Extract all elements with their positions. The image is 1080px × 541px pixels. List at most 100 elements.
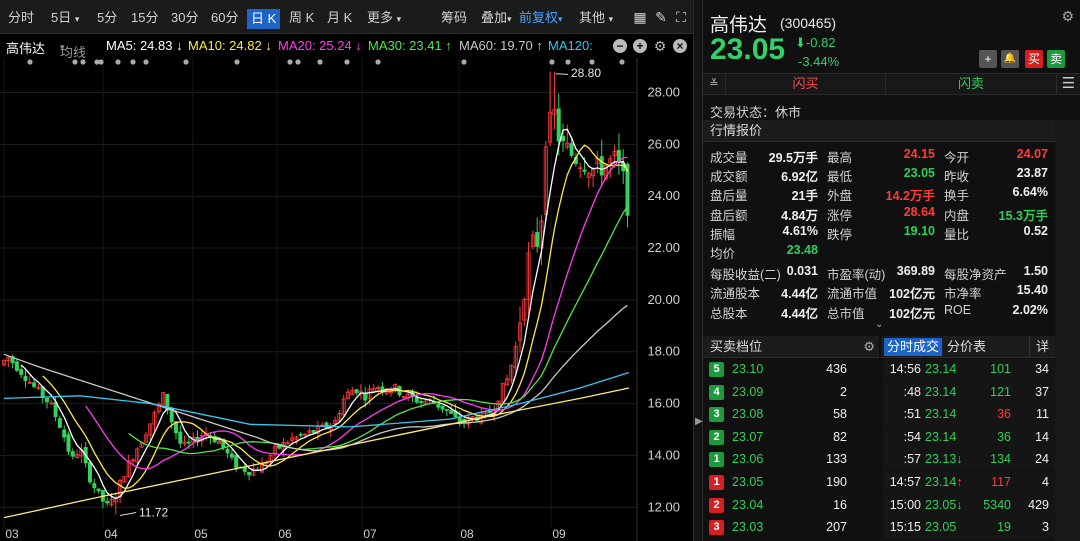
trade-price: 23.14 bbox=[925, 429, 957, 444]
candle-body bbox=[337, 413, 342, 422]
scrollbar[interactable] bbox=[1055, 120, 1080, 541]
stat-label: 换手 bbox=[944, 189, 970, 204]
trade-time: 14:56 bbox=[889, 362, 921, 376]
orderbook-row[interactable]: 1 23.05 190 bbox=[703, 472, 879, 494]
price-change: ⬇-0.82 bbox=[795, 35, 836, 50]
gear-icon[interactable]: ⚙ bbox=[653, 38, 667, 54]
stat-label: 市净率 bbox=[944, 287, 982, 302]
tab-timesales[interactable]: 分时成交 bbox=[884, 338, 943, 356]
fullscreen-icon[interactable]: ⛶ bbox=[676, 9, 686, 25]
high-price-label: 28.80 bbox=[571, 66, 601, 80]
flash-trade-bar: ≚ 闪买 闪卖 ☰ bbox=[703, 73, 1080, 95]
tab-price-table[interactable]: 分价表 bbox=[947, 339, 987, 354]
chevron-right-icon[interactable]: ▶ bbox=[695, 416, 703, 427]
stat-value: 6.92亿 bbox=[781, 170, 818, 185]
trade-row: 14:57 23.14↑ 117 4 bbox=[883, 472, 1055, 494]
gear-icon[interactable]: ⚙ bbox=[863, 339, 875, 354]
stat-label: 均价 bbox=[710, 247, 736, 261]
chevron-down-icon[interactable]: ⌄ bbox=[875, 319, 884, 330]
stat-label: 每股净资产 bbox=[944, 268, 1007, 283]
pen-icon[interactable]: ✎ bbox=[655, 9, 667, 25]
orderbook-row[interactable]: 2 23.07 82 bbox=[703, 427, 879, 449]
stat-value: 0.52 bbox=[1023, 223, 1048, 238]
y-tick-label: 26.00 bbox=[647, 136, 680, 151]
period-tab-15min[interactable]: 15分 bbox=[131, 10, 159, 25]
event-marker bbox=[183, 59, 189, 65]
x-tick-label: 07 bbox=[363, 527, 377, 541]
stat-label: 流通股本 bbox=[710, 287, 761, 302]
period-tab-5day[interactable]: 5日 ▾ bbox=[51, 10, 80, 25]
candle-body bbox=[302, 433, 307, 436]
panel-divider[interactable]: ▶ bbox=[693, 0, 703, 541]
order-price: 23.05 bbox=[732, 475, 764, 489]
trade-row: 15:00 23.05↓ 5340 429 bbox=[883, 494, 1055, 517]
candle-body bbox=[143, 434, 148, 443]
detail-button[interactable]: 详 bbox=[1029, 336, 1055, 358]
sell-button[interactable]: 卖 bbox=[1047, 50, 1065, 68]
order-price: 23.07 bbox=[732, 429, 764, 444]
candle-body bbox=[599, 156, 604, 176]
stat-label: 成交量 bbox=[710, 151, 748, 165]
candle-body bbox=[625, 163, 630, 216]
low-pointer bbox=[119, 512, 137, 517]
stat-value: 2.02% bbox=[1012, 302, 1048, 317]
chip-button[interactable]: 筹码 bbox=[441, 10, 468, 25]
more-menu[interactable]: 更多 ▾ bbox=[367, 10, 402, 25]
candle-body bbox=[285, 442, 290, 445]
period-tab-monthly[interactable]: 月 K bbox=[327, 10, 353, 25]
flash-sell-button[interactable]: 闪卖 bbox=[885, 74, 1057, 94]
stat-label: 流通市值 bbox=[827, 287, 878, 302]
candle-body bbox=[440, 405, 445, 410]
close-icon[interactable]: × bbox=[673, 39, 687, 53]
event-marker bbox=[27, 59, 33, 65]
candle-body bbox=[354, 389, 359, 394]
overlay-menu[interactable]: 叠加▾ bbox=[481, 10, 512, 25]
period-tab-timeshare[interactable]: 分时 bbox=[8, 10, 35, 25]
candle-body bbox=[126, 460, 131, 477]
trade-row: :54 23.14 36 14 bbox=[883, 426, 1055, 449]
adjust-menu[interactable]: 前复权▾ bbox=[519, 10, 563, 25]
candlestick-chart[interactable]: 28.00 26.00 24.00 22.00 20.00 18.00 16.00 14.00… bbox=[0, 58, 693, 541]
trade-row: :51 23.14 36 11 bbox=[883, 404, 1055, 427]
buy-button[interactable]: 买 bbox=[1025, 50, 1043, 68]
order-price: 23.10 bbox=[732, 362, 764, 376]
candle-body bbox=[109, 499, 114, 506]
collapse-icon[interactable]: ≚ bbox=[709, 78, 719, 90]
orderbook-row[interactable]: 3 23.03 207 bbox=[703, 517, 879, 539]
candle-body bbox=[290, 437, 295, 441]
period-tab-daily[interactable]: 日 K bbox=[247, 9, 281, 29]
period-tab-5min[interactable]: 5分 bbox=[97, 10, 118, 25]
grid-icon[interactable]: ▦ bbox=[633, 9, 647, 25]
orderbook-row[interactable]: 5 23.10 436 bbox=[703, 359, 879, 381]
candle-body bbox=[182, 441, 187, 444]
trade-volume: 5340 bbox=[983, 497, 1011, 512]
candle-body bbox=[130, 459, 135, 462]
candle-body bbox=[526, 252, 531, 300]
menu-icon[interactable]: ☰ bbox=[1061, 75, 1076, 92]
stat-label: 总股本 bbox=[710, 306, 748, 321]
level-badge: 4 bbox=[709, 384, 724, 400]
ma60-value: MA60: 19.70 ↑ bbox=[459, 38, 543, 53]
other-menu[interactable]: 其他 ▾ bbox=[579, 10, 614, 25]
event-marker bbox=[589, 59, 595, 65]
minus-icon[interactable]: − bbox=[613, 39, 627, 53]
orderbook-row[interactable]: 4 23.09 2 bbox=[703, 382, 879, 404]
stat-value: 19.10 bbox=[903, 223, 935, 238]
add-watchlist-button[interactable]: + bbox=[979, 50, 997, 68]
plus-icon[interactable]: + bbox=[633, 39, 647, 53]
flash-buy-button[interactable]: 闪买 bbox=[725, 74, 885, 94]
orderbook-row[interactable]: 1 23.06 133 bbox=[703, 449, 879, 471]
alert-button[interactable]: 🔔 bbox=[1001, 50, 1019, 68]
period-tab-30min[interactable]: 30分 bbox=[171, 10, 199, 25]
gear-icon[interactable]: ⚙ bbox=[1061, 8, 1074, 24]
orderbook-row[interactable]: 3 23.08 58 bbox=[703, 404, 879, 426]
order-volume: 16 bbox=[833, 497, 847, 512]
stat-value: 23.48 bbox=[786, 243, 818, 257]
period-tab-60min[interactable]: 60分 bbox=[211, 10, 239, 25]
stat-label: 振幅 bbox=[710, 227, 736, 242]
candle-body bbox=[518, 322, 523, 341]
trade-time: :51 bbox=[903, 407, 921, 422]
orderbook-row[interactable]: 2 23.04 16 bbox=[703, 495, 879, 517]
stat-value: 102亿元 bbox=[889, 287, 935, 302]
period-tab-weekly[interactable]: 周 K bbox=[289, 10, 315, 25]
